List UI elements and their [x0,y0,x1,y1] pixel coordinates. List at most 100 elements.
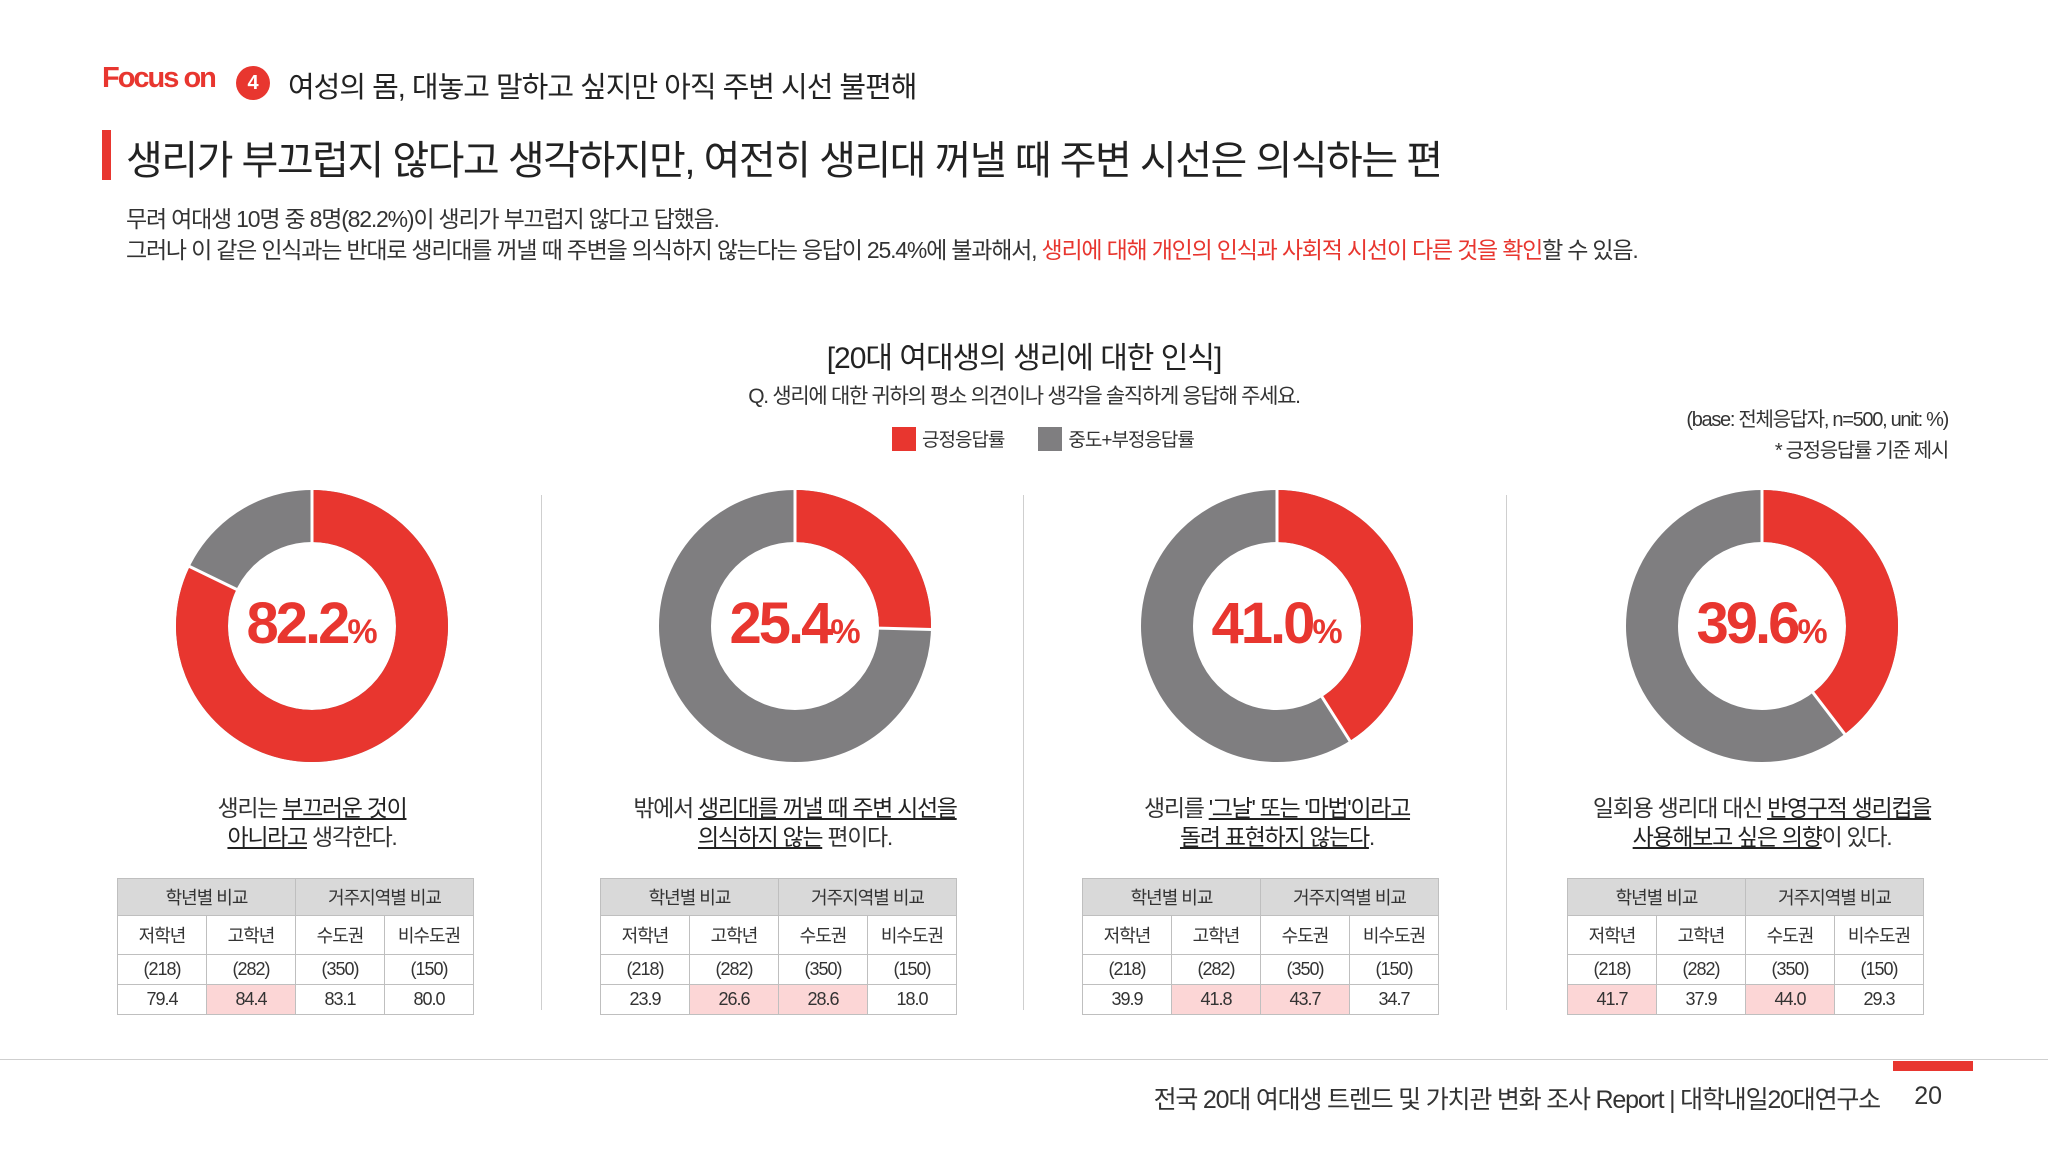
donut-value-unit: % [1797,613,1828,651]
caption-text: 일회용 생리대 대신 [1592,795,1768,821]
base-note-line: (base: 전체응답자, n=500, unit: %) [1686,409,1949,431]
footer-divider [0,1059,2048,1060]
donut-caption: 일회용 생리대 대신 반영구적 생리컵을 사용해보고 싶은 의향이 있다. [1552,794,1972,852]
table-value-cell: 28.6 [778,984,868,1015]
table-sample-size-row: (218) (282) (350) (150) [600,954,957,985]
comparison-table: 학년별 비교 거주지역별 비교 저학년 고학년 수도권 비수도권 (218) (282) (35… [600,878,957,1015]
donut-chart [659,489,932,762]
table-value-cell: 18.0 [867,984,957,1015]
table-group-header-row: 학년별 비교 거주지역별 비교 [1567,878,1924,916]
donut-value-label: 25.4% [650,590,940,657]
table-value-cell: 41.8 [1171,984,1261,1015]
caption-emphasis: 부끄러운 것이 [282,795,408,821]
donut-value-unit: % [1312,613,1343,651]
table-sample-size: (282) [206,954,296,985]
base-note: (base: 전체응답자, n=500, unit: %) * 긍정응답률 기준… [1686,405,1949,467]
caption-emphasis: '그날' 또는 '마법'이라고 [1208,795,1412,821]
table-subgroup-header: 비수도권 [1349,915,1439,955]
table-value-row: 79.4 84.4 83.1 80.0 [117,984,474,1015]
table-sample-size: (282) [1656,954,1746,985]
criteria-note: * 긍정응답률 기준 제시 [1774,440,1949,462]
caption-emphasis: 생리대를 꺼낼 때 주변 시선을 [697,795,958,821]
caption-text: 이 있다. [1821,824,1893,850]
footer-text: 전국 20대 여대생 트렌드 및 가치관 변화 조사 Report | 대학내일… [1153,1086,1882,1114]
table-subgroup-header: 저학년 [1567,915,1657,955]
table-group-header-row: 학년별 비교 거주지역별 비교 [1082,878,1439,916]
table-sample-size: (150) [1349,954,1439,985]
table-value-row: 23.9 26.6 28.6 18.0 [600,984,957,1015]
comparison-table: 학년별 비교 거주지역별 비교 저학년 고학년 수도권 비수도권 (218) (282) (35… [117,878,474,1015]
donut-value-number: 41.0 [1211,591,1315,656]
table-value-cell: 44.0 [1745,984,1835,1015]
summary-line-2: 그러나 이 같은 인식과는 반대로 생리대를 꺼낼 때 주변을 의식하지 않는다… [126,231,1639,265]
caption-text: 편이다. [822,824,893,850]
table-value-row: 41.7 37.9 44.0 29.3 [1567,984,1924,1015]
donut-value-number: 82.2 [246,591,350,656]
table-value-cell: 43.7 [1260,984,1350,1015]
table-value-cell: 37.9 [1656,984,1746,1015]
table-subgroup-header: 저학년 [1082,915,1172,955]
table-group-header: 학년별 비교 [600,878,779,916]
chart-title: [20대 여대생의 생리에 대한 인식] [826,342,1223,375]
caption-text: 밖에서 [633,795,698,821]
footer-accent-bar [1893,1061,1973,1071]
table-subgroup-header: 비수도권 [867,915,957,955]
table-sample-size: (282) [689,954,779,985]
donut-slice-separator [1320,695,1352,743]
summary-line-1: 무려 여대생 10명 중 8명(82.2%)이 생리가 부끄럽지 않다고 답했음… [126,206,720,232]
donut-value-label: 39.6% [1617,590,1907,657]
column-divider [1506,495,1507,1010]
comparison-table: 학년별 비교 거주지역별 비교 저학년 고학년 수도권 비수도권 (218) (282) (35… [1082,878,1439,1015]
table-sample-size: (218) [1567,954,1657,985]
table-value-row: 39.9 41.8 43.7 34.7 [1082,984,1439,1015]
table-subgroup-header: 고학년 [689,915,779,955]
table-sample-size: (150) [867,954,957,985]
table-value-cell: 23.9 [600,984,690,1015]
donut-value-number: 39.6 [1696,591,1800,656]
column-divider [1023,495,1024,1010]
table-sample-size-row: (218) (282) (350) (150) [1082,954,1439,985]
table-sample-size: (218) [1082,954,1172,985]
legend-item-negative: 중도+부정응답률 [1038,425,1195,452]
table-subgroup-header: 수도권 [295,915,385,955]
table-subgroup-header: 비수도권 [1834,915,1924,955]
headline-accent-bar [102,130,111,180]
table-value-cell: 34.7 [1349,984,1439,1015]
table-sample-size: (218) [600,954,690,985]
table-subgroup-header: 수도권 [778,915,868,955]
table-subgroup-header: 고학년 [1656,915,1746,955]
page-number: 20 [1914,1082,1942,1110]
chart-legend: 긍정응답률 중도+부정응답률 [892,425,1228,452]
table-subgroup-row: 저학년 고학년 수도권 비수도권 [600,915,957,955]
legend-swatch-negative [1038,426,1063,451]
donut-value-unit: % [830,613,861,651]
legend-label-positive: 긍정응답률 [922,430,1005,451]
table-subgroup-row: 저학년 고학년 수도권 비수도권 [1567,915,1924,955]
table-subgroup-header: 비수도권 [384,915,474,955]
table-value-cell: 41.7 [1567,984,1657,1015]
legend-swatch-positive [892,426,916,451]
caption-emphasis: 아니라고 [227,824,308,850]
section-number-badge: 4 [236,66,270,100]
table-group-header: 학년별 비교 [1082,878,1261,916]
caption-emphasis: 돌려 표현하지 않는다 [1179,824,1370,850]
summary-line-2-suffix: 할 수 있음. [1542,237,1639,263]
table-value-cell: 80.0 [384,984,474,1015]
table-sample-size: (350) [1745,954,1835,985]
table-value-cell: 79.4 [117,984,207,1015]
table-group-header: 거주지역별 비교 [1745,878,1924,916]
donut-caption: 생리는 부끄러운 것이 아니라고 생각한다. [102,794,522,852]
donut-slice-separator [877,626,932,631]
donut-slice-separator [1811,690,1847,736]
donut-caption: 밖에서 생리대를 꺼낼 때 주변 시선을 의식하지 않는 편이다. [585,794,1005,852]
donut-slice-separator [188,564,239,592]
table-value-cell: 26.6 [689,984,779,1015]
table-sample-size-row: (218) (282) (350) (150) [117,954,474,985]
section-title: 여성의 몸, 대놓고 말하고 싶지만 아직 주변 시선 불편해 [288,72,917,104]
table-value-cell: 29.3 [1834,984,1924,1015]
table-sample-size: (150) [1834,954,1924,985]
donut-value-label: 41.0% [1132,590,1422,657]
legend-label-negative: 중도+부정응답률 [1068,430,1194,451]
legend-item-positive: 긍정응답률 [892,425,1005,452]
table-group-header-row: 학년별 비교 거주지역별 비교 [117,878,474,916]
